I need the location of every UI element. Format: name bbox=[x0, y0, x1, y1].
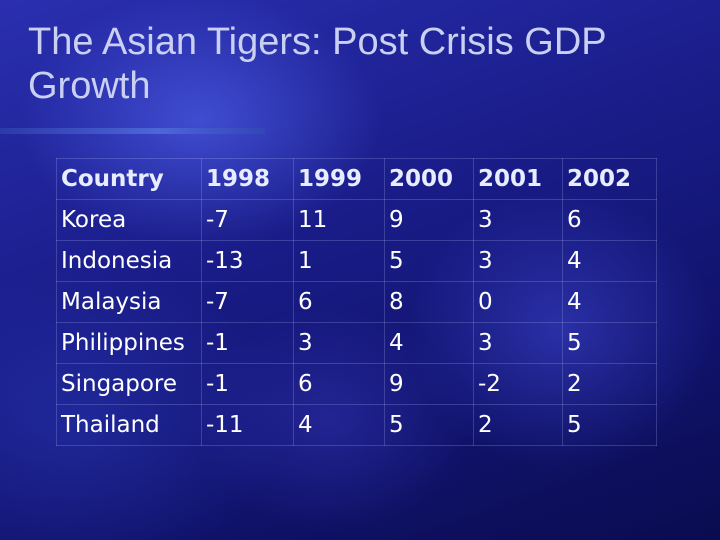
table-row: Philippines -1 3 4 3 5 bbox=[56, 322, 657, 364]
table-row: Thailand -11 4 5 2 5 bbox=[56, 404, 657, 446]
country-cell: Thailand bbox=[56, 404, 202, 446]
growth-cell: 9 bbox=[384, 199, 474, 241]
column-header: 2000 bbox=[384, 158, 474, 200]
growth-cell: 6 bbox=[562, 199, 657, 241]
growth-cell: 3 bbox=[473, 322, 563, 364]
growth-cell: 4 bbox=[562, 240, 657, 282]
growth-cell: 6 bbox=[293, 363, 385, 405]
column-header: 1998 bbox=[201, 158, 294, 200]
table-row: Malaysia -7 6 8 0 4 bbox=[56, 281, 657, 323]
title-underline bbox=[0, 128, 265, 134]
country-cell: Malaysia bbox=[56, 281, 202, 323]
growth-cell: 4 bbox=[384, 322, 474, 364]
growth-cell: -13 bbox=[201, 240, 294, 282]
growth-cell: 9 bbox=[384, 363, 474, 405]
growth-cell: 4 bbox=[562, 281, 657, 323]
table-row: Korea -7 11 9 3 6 bbox=[56, 199, 657, 241]
growth-cell: -11 bbox=[201, 404, 294, 446]
growth-cell: 3 bbox=[473, 199, 563, 241]
growth-cell: 4 bbox=[293, 404, 385, 446]
table-row: Indonesia -13 1 5 3 4 bbox=[56, 240, 657, 282]
growth-cell: -1 bbox=[201, 322, 294, 364]
growth-cell: 8 bbox=[384, 281, 474, 323]
growth-cell: 2 bbox=[562, 363, 657, 405]
gdp-table: Country 1998 1999 2000 2001 2002 Korea -7 11 9 3 6… bbox=[56, 158, 657, 446]
growth-cell: 11 bbox=[293, 199, 385, 241]
country-cell: Indonesia bbox=[56, 240, 202, 282]
growth-cell: 5 bbox=[562, 404, 657, 446]
table-row: Singapore -1 6 9 -2 2 bbox=[56, 363, 657, 405]
table-body: Korea -7 11 9 3 6 Indonesia -13 1 5 3 4 Malaysia -7 6 8… bbox=[56, 199, 657, 446]
growth-cell: 1 bbox=[293, 240, 385, 282]
country-cell: Singapore bbox=[56, 363, 202, 405]
growth-cell: -7 bbox=[201, 199, 294, 241]
column-header: 2001 bbox=[473, 158, 563, 200]
growth-cell: 2 bbox=[473, 404, 563, 446]
growth-cell: 5 bbox=[562, 322, 657, 364]
column-header: 2002 bbox=[562, 158, 657, 200]
growth-cell: 5 bbox=[384, 240, 474, 282]
country-cell: Philippines bbox=[56, 322, 202, 364]
growth-cell: 6 bbox=[293, 281, 385, 323]
header-row: Country 1998 1999 2000 2001 2002 bbox=[56, 158, 657, 200]
slide-title: The Asian Tigers: Post Crisis GDP Growth bbox=[28, 21, 606, 107]
growth-cell: 3 bbox=[293, 322, 385, 364]
country-cell: Korea bbox=[56, 199, 202, 241]
growth-cell: -7 bbox=[201, 281, 294, 323]
growth-cell: -2 bbox=[473, 363, 563, 405]
column-header: 1999 bbox=[293, 158, 385, 200]
growth-cell: 5 bbox=[384, 404, 474, 446]
growth-cell: 0 bbox=[473, 281, 563, 323]
growth-cell: -1 bbox=[201, 363, 294, 405]
growth-cell: 3 bbox=[473, 240, 563, 282]
column-header: Country bbox=[56, 158, 202, 200]
